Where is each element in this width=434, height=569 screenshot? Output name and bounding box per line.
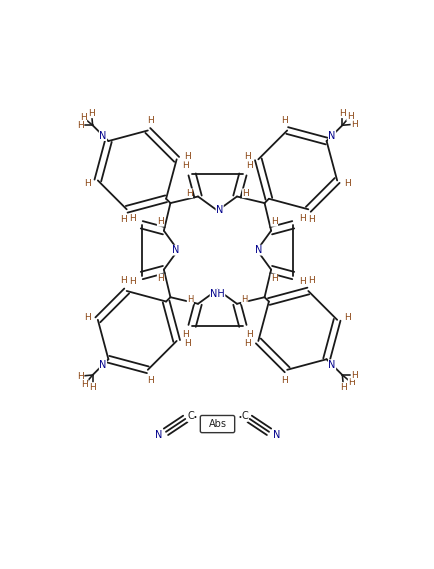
- Text: H: H: [81, 380, 88, 389]
- Text: H: H: [270, 217, 277, 226]
- Text: H: H: [298, 214, 305, 223]
- Text: H: H: [77, 121, 84, 130]
- Text: H: H: [84, 179, 91, 188]
- Text: H: H: [244, 339, 251, 348]
- Text: H: H: [129, 214, 136, 223]
- Text: H: H: [147, 376, 154, 385]
- Text: H: H: [120, 276, 127, 285]
- FancyBboxPatch shape: [200, 415, 234, 432]
- Text: H: H: [183, 152, 190, 161]
- Text: H: H: [157, 217, 164, 226]
- Text: C: C: [187, 411, 194, 421]
- Text: H: H: [338, 109, 345, 118]
- Text: Abs: Abs: [208, 419, 226, 429]
- Text: H: H: [270, 274, 277, 283]
- Text: H: H: [242, 189, 249, 198]
- Text: N: N: [328, 360, 335, 370]
- Text: H: H: [80, 113, 86, 122]
- Text: N: N: [215, 205, 223, 215]
- Text: NH: NH: [210, 289, 224, 299]
- Text: N: N: [255, 245, 262, 255]
- Text: H: H: [244, 152, 251, 161]
- Text: N: N: [99, 360, 106, 370]
- Text: H: H: [147, 116, 154, 125]
- Text: N: N: [99, 131, 106, 141]
- Text: H: H: [241, 295, 247, 304]
- Text: N: N: [273, 430, 280, 440]
- Text: H: H: [182, 330, 189, 339]
- Text: H: H: [185, 189, 192, 198]
- Text: N: N: [172, 245, 179, 255]
- Text: N: N: [154, 430, 161, 440]
- Text: H: H: [182, 161, 189, 170]
- Text: H: H: [120, 215, 127, 224]
- Text: H: H: [343, 179, 350, 188]
- Text: H: H: [129, 277, 136, 286]
- Text: H: H: [157, 274, 164, 283]
- Text: H: H: [245, 330, 252, 339]
- Text: H: H: [350, 119, 357, 129]
- Text: H: H: [298, 277, 305, 286]
- Text: H: H: [187, 295, 193, 304]
- Text: H: H: [307, 215, 314, 224]
- Text: H: H: [280, 116, 287, 125]
- Text: H: H: [346, 112, 353, 121]
- Text: H: H: [183, 339, 190, 348]
- Text: H: H: [88, 109, 95, 118]
- Text: H: H: [84, 312, 91, 321]
- Text: H: H: [89, 382, 96, 391]
- Text: H: H: [77, 372, 84, 381]
- Text: ·: ·: [237, 411, 242, 426]
- Text: C: C: [240, 411, 247, 421]
- Text: H: H: [280, 376, 287, 385]
- Text: H: H: [348, 378, 354, 387]
- Text: N: N: [328, 131, 335, 141]
- Text: ·: ·: [192, 411, 197, 426]
- Text: H: H: [245, 161, 252, 170]
- Text: H: H: [307, 276, 314, 285]
- Text: H: H: [343, 312, 350, 321]
- Text: H: H: [350, 370, 357, 380]
- Text: H: H: [339, 382, 346, 391]
